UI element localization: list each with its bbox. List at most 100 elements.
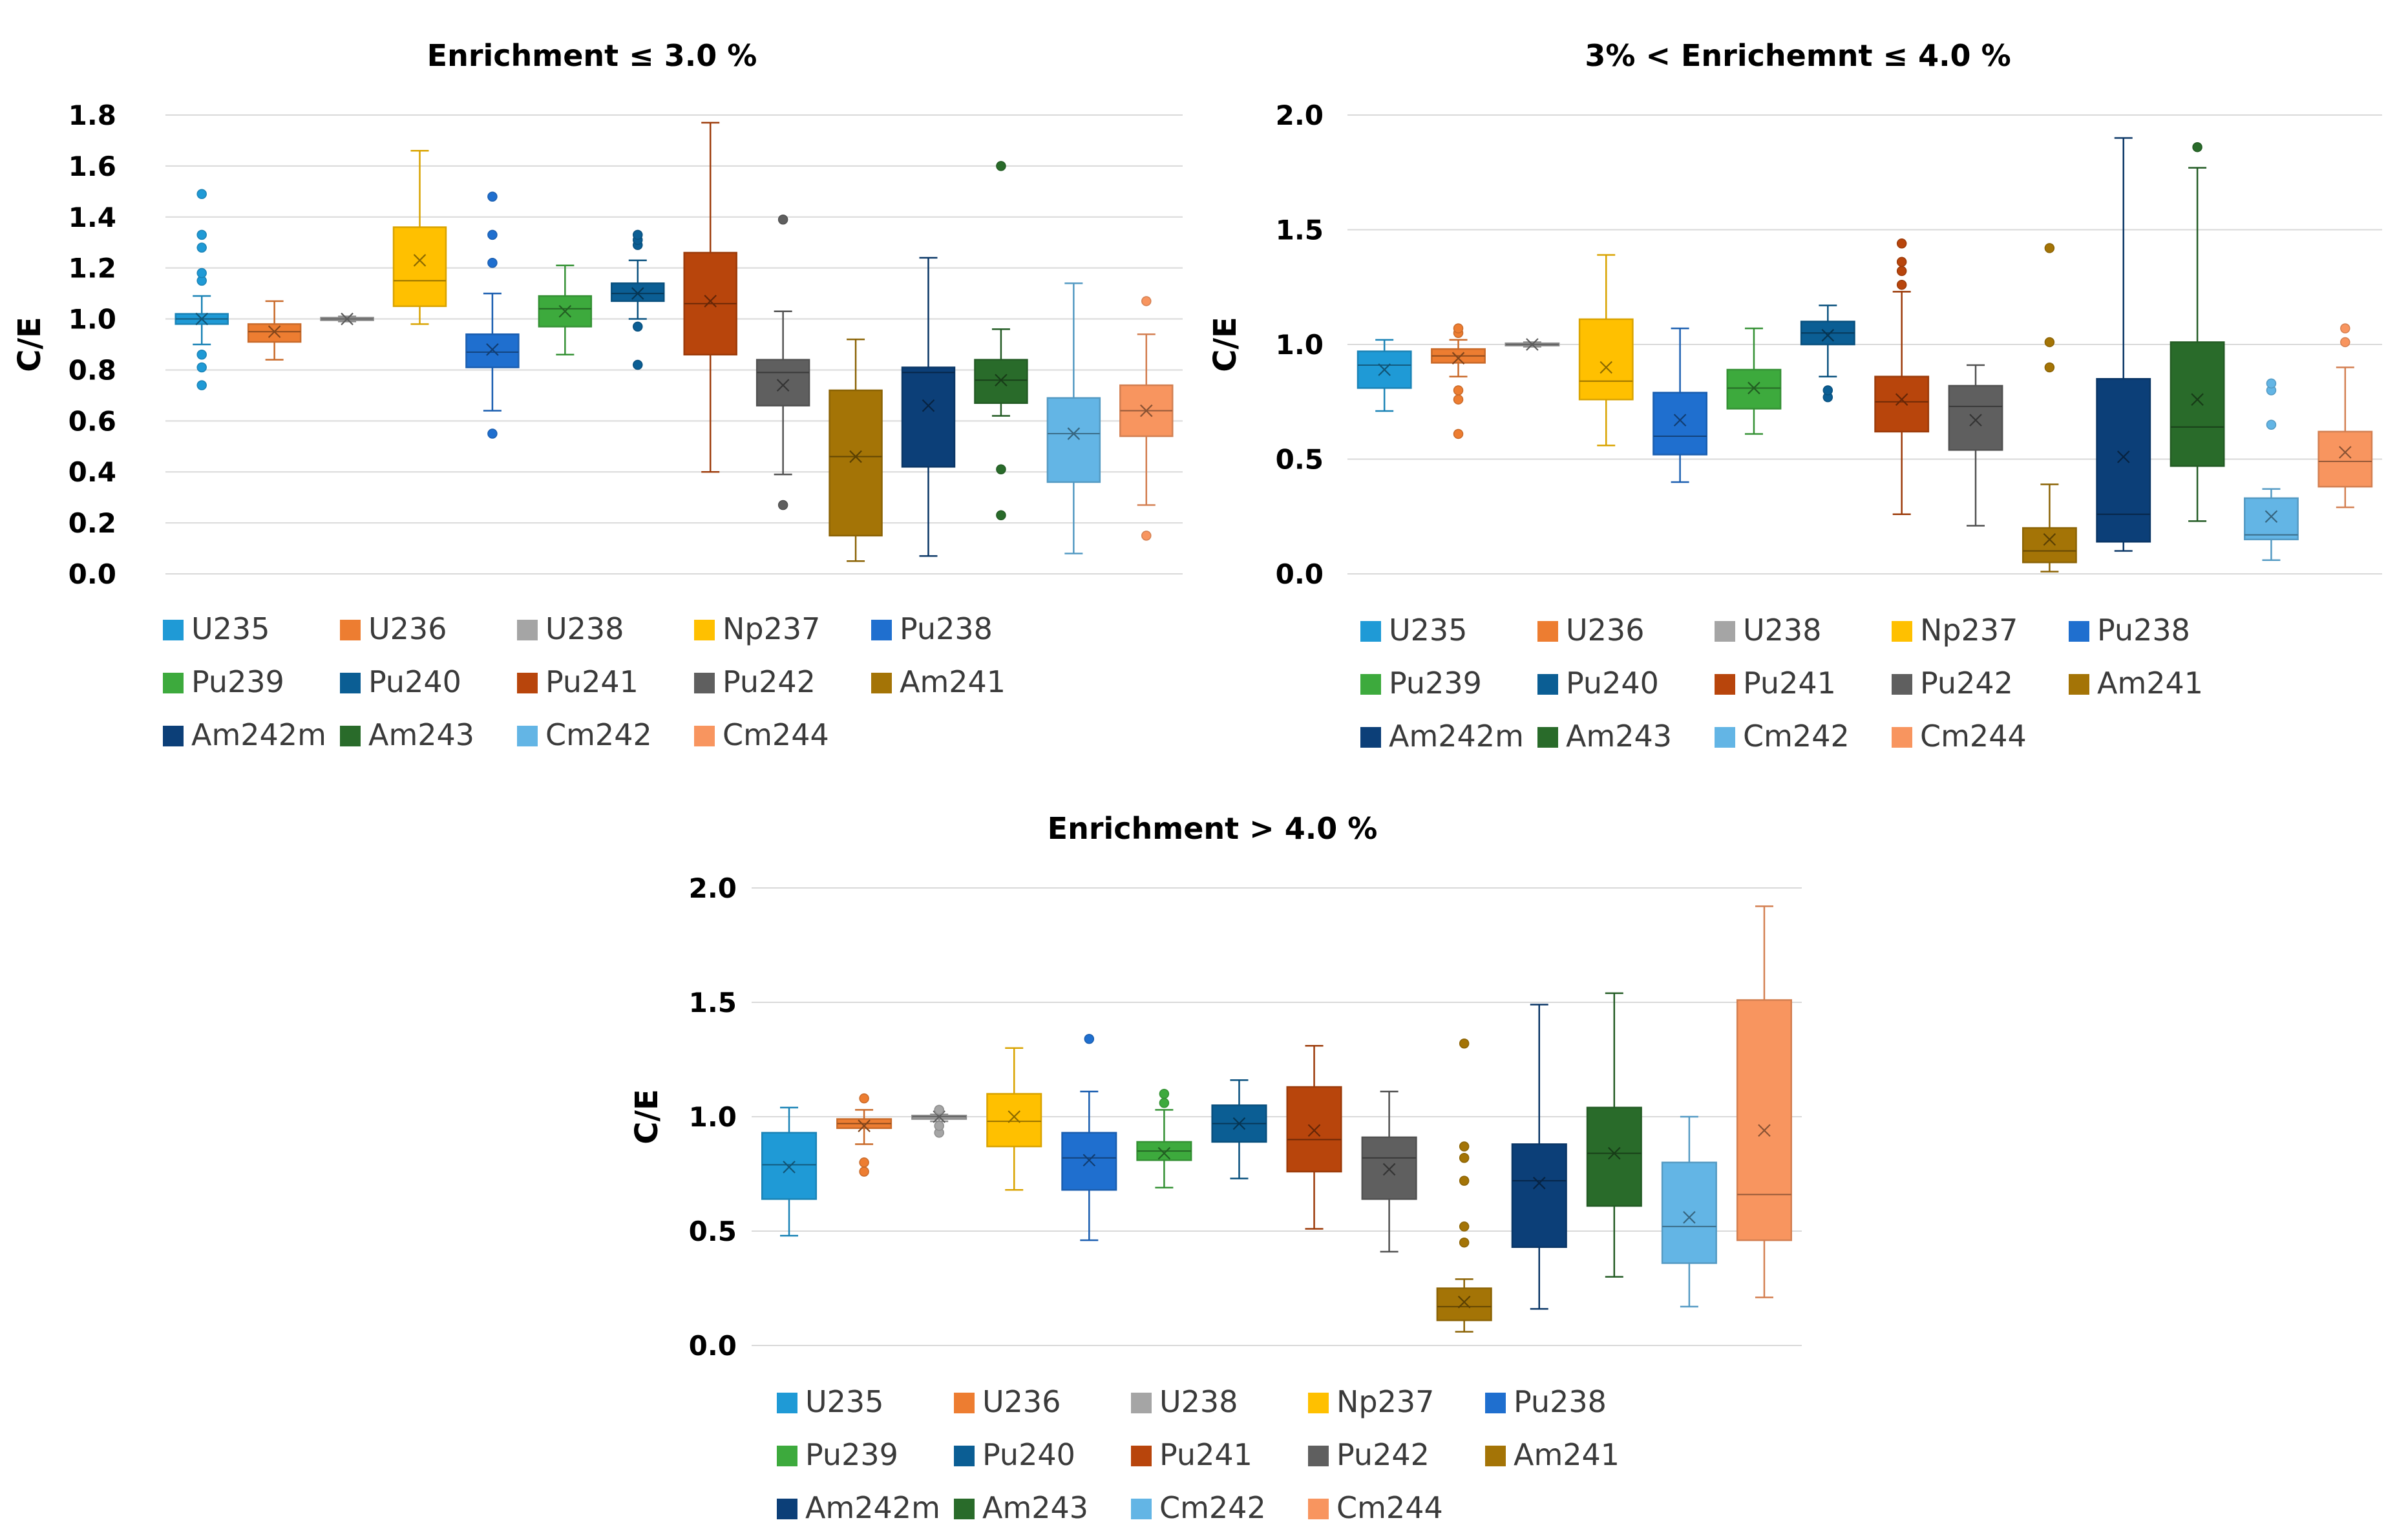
y-axis-label: C/E xyxy=(12,317,48,372)
mean-marker xyxy=(1232,1117,1246,1130)
box-iqr xyxy=(465,333,520,368)
outlier-point xyxy=(934,1104,944,1115)
box-u236 xyxy=(836,1093,892,1177)
box-pu238 xyxy=(465,191,520,439)
legend-swatch xyxy=(1715,621,1735,642)
box-iqr xyxy=(1661,1161,1717,1264)
legend-swatch xyxy=(1485,1446,1506,1466)
outlier-point xyxy=(1896,238,1907,249)
box-u238 xyxy=(1504,338,1560,351)
legend-label: Pu241 xyxy=(1743,666,1836,701)
legend-swatch xyxy=(517,673,538,693)
legend-swatch xyxy=(1308,1499,1329,1519)
legend-swatch xyxy=(1131,1499,1152,1519)
legend-item-pu240: Pu240 xyxy=(1537,666,1659,701)
outlier-point xyxy=(487,191,498,202)
box-iqr xyxy=(1652,392,1708,456)
legend-item-am241: Am241 xyxy=(871,664,1006,699)
outlier-point xyxy=(2044,243,2055,253)
outlier-point xyxy=(2340,337,2350,348)
box-iqr xyxy=(2317,430,2373,488)
legend-label: Pu238 xyxy=(2097,613,2190,648)
legend-label: Np237 xyxy=(1920,613,2018,648)
outlier-point xyxy=(1896,266,1907,277)
y-tick-label: 2.0 xyxy=(689,872,737,904)
legend-swatch xyxy=(1537,727,1558,748)
box-u235 xyxy=(174,189,229,390)
legend-item-am242m: Am242m xyxy=(1360,719,1524,754)
box-iqr xyxy=(392,226,447,308)
legend-item-am243: Am243 xyxy=(954,1490,1088,1525)
box-am243 xyxy=(2170,142,2225,522)
legend-swatch xyxy=(777,1446,797,1466)
legend-label: Am241 xyxy=(900,664,1006,699)
legend-label: Pu242 xyxy=(723,664,816,699)
legend-label: U238 xyxy=(545,611,624,646)
outlier-point xyxy=(196,350,207,360)
mean-marker xyxy=(1157,1146,1171,1160)
legend-label: U236 xyxy=(1566,613,1644,648)
legend-item-u236: U236 xyxy=(954,1384,1061,1419)
chart-2: 3% < Enrichemnt ≤ 4.0 % C/E 0.0 0.5 1.0 1.5 2.… xyxy=(1207,38,2382,754)
box-iqr xyxy=(247,323,302,343)
y-tick-label: 0.4 xyxy=(69,456,116,488)
box-iqr xyxy=(1874,375,1930,433)
box-am242m xyxy=(2096,137,2151,552)
outlier-point xyxy=(487,428,498,439)
mean-marker xyxy=(1457,1295,1471,1309)
legend-item-np237: Np237 xyxy=(1308,1384,1434,1419)
box-cm244 xyxy=(1119,296,1174,541)
mean-marker xyxy=(776,379,790,392)
legend-label: Cm242 xyxy=(1159,1490,1266,1525)
outlier-point xyxy=(633,321,643,332)
y-tick-label: 0.6 xyxy=(69,405,116,437)
box-u238 xyxy=(911,1104,967,1138)
box-pu239 xyxy=(1136,1088,1192,1188)
mean-marker xyxy=(922,399,935,412)
mean-marker xyxy=(849,450,862,463)
mean-marker xyxy=(1821,329,1835,342)
legend-label: Am243 xyxy=(982,1490,1088,1525)
legend-label: Pu240 xyxy=(368,664,461,699)
legend-swatch xyxy=(1892,621,1912,642)
mean-marker xyxy=(195,312,208,326)
legend-label: Cm244 xyxy=(1336,1490,1443,1525)
legend-item-u238: U238 xyxy=(1715,613,1821,648)
outlier-point xyxy=(196,189,207,200)
outlier-point xyxy=(2044,362,2055,373)
outlier-point xyxy=(1453,394,1464,405)
outlier-point xyxy=(1459,1221,1470,1232)
legend-item-cm242: Cm242 xyxy=(1715,719,1850,754)
outlier-point xyxy=(196,380,207,390)
legend-item-u235: U235 xyxy=(163,611,269,646)
legend-item-pu239: Pu239 xyxy=(163,664,284,699)
legend-item-am241: Am241 xyxy=(1485,1437,1620,1472)
box-pu241 xyxy=(683,121,737,473)
y-tick-label: 1.0 xyxy=(1276,329,1324,361)
outlier-point xyxy=(1084,1033,1095,1044)
legend-item-am242m: Am242m xyxy=(163,717,326,752)
box-iqr xyxy=(829,389,883,537)
legend-item-np237: Np237 xyxy=(694,611,820,646)
box-pu241 xyxy=(1874,238,1930,515)
legend-item-cm244: Cm244 xyxy=(1892,719,2027,754)
mean-marker xyxy=(341,312,354,326)
box-iqr xyxy=(1586,1106,1642,1207)
legend-label: Pu239 xyxy=(191,664,284,699)
box-iqr xyxy=(1286,1086,1342,1173)
y-axis-label: C/E xyxy=(629,1089,665,1144)
outlier-point xyxy=(1459,1237,1470,1248)
legend-item-pu241: Pu241 xyxy=(1131,1437,1252,1472)
outlier-point xyxy=(1822,385,1833,396)
legend-swatch xyxy=(1715,674,1735,695)
legend-swatch xyxy=(340,620,361,640)
mean-marker xyxy=(268,325,281,339)
outlier-point xyxy=(2266,419,2277,430)
legend-label: U238 xyxy=(1743,613,1821,648)
box-iqr xyxy=(761,1132,818,1200)
box-iqr xyxy=(1948,385,2003,451)
y-tick-label: 1.2 xyxy=(69,253,116,284)
legend-swatch xyxy=(1360,621,1381,642)
y-tick-label: 1.5 xyxy=(689,987,737,1018)
legend-label: U236 xyxy=(982,1384,1061,1419)
